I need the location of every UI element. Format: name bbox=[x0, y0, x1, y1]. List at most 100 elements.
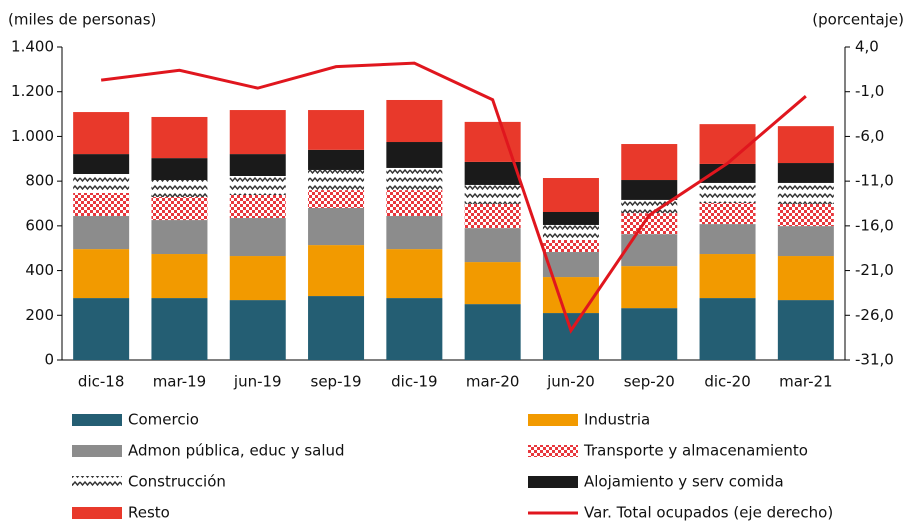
y-tick-label: 1.400 bbox=[11, 38, 54, 56]
bar bbox=[308, 245, 365, 297]
line bbox=[100, 61, 807, 334]
bar bbox=[73, 298, 130, 360]
bar bbox=[699, 298, 756, 360]
bar bbox=[73, 112, 130, 155]
y2-tick-label: -26,0 bbox=[855, 306, 894, 324]
bar bbox=[386, 167, 443, 191]
bar bbox=[308, 207, 365, 246]
bar bbox=[151, 158, 208, 181]
legend-label: Alojamiento y serv comida bbox=[584, 473, 784, 491]
bar bbox=[699, 254, 756, 299]
x-tick-label: sep-20 bbox=[624, 373, 675, 391]
bar bbox=[229, 218, 286, 257]
bar bbox=[386, 142, 443, 168]
bar bbox=[73, 216, 130, 250]
bar bbox=[73, 154, 130, 174]
y-tick-label: 1.000 bbox=[11, 127, 54, 145]
legend-label: Admon pública, educ y salud bbox=[128, 442, 345, 460]
bar bbox=[621, 308, 678, 360]
legend-label: Comercio bbox=[128, 411, 199, 429]
x-tick-label: jun-20 bbox=[546, 373, 595, 391]
y-tick-label: 600 bbox=[25, 216, 54, 234]
bar bbox=[229, 110, 286, 155]
y-tick-label: 200 bbox=[25, 306, 54, 324]
bar bbox=[777, 182, 834, 204]
bar bbox=[73, 173, 130, 193]
bar bbox=[777, 203, 834, 227]
bar bbox=[464, 228, 521, 263]
bar bbox=[699, 203, 756, 225]
legend-label: Var. Total ocupados (eje derecho) bbox=[584, 504, 833, 522]
bar bbox=[229, 256, 286, 301]
bar bbox=[542, 313, 599, 360]
bar bbox=[73, 192, 130, 217]
y2-tick-label: -1,0 bbox=[855, 82, 884, 100]
y2-tick-label: -11,0 bbox=[855, 172, 894, 190]
legend-swatch bbox=[72, 445, 122, 457]
bar bbox=[621, 213, 678, 235]
legend-swatch bbox=[72, 507, 122, 519]
legend-swatch bbox=[528, 476, 578, 488]
bar bbox=[464, 304, 521, 360]
bar bbox=[73, 249, 130, 299]
bar bbox=[229, 195, 286, 219]
y2-tick-label: 4,0 bbox=[855, 38, 879, 56]
bar bbox=[542, 211, 599, 225]
x-tick-label: jun-19 bbox=[233, 373, 282, 391]
x-tick-label: dic-20 bbox=[704, 373, 750, 391]
bar bbox=[621, 199, 678, 214]
legend-label: Construcción bbox=[128, 473, 226, 491]
bar bbox=[464, 262, 521, 305]
bar bbox=[621, 234, 678, 267]
bar bbox=[777, 126, 834, 164]
bar bbox=[386, 216, 443, 250]
bar bbox=[151, 180, 208, 198]
bar bbox=[386, 298, 443, 360]
legend-swatch bbox=[528, 414, 578, 426]
bar bbox=[542, 178, 599, 212]
bar bbox=[386, 99, 443, 143]
y-tick-label: 0 bbox=[44, 351, 54, 369]
x-tick-label: dic-19 bbox=[391, 373, 437, 391]
legend-label: Industria bbox=[584, 411, 650, 429]
bar bbox=[699, 124, 756, 164]
bar bbox=[542, 224, 599, 240]
x-tick-label: dic-18 bbox=[78, 373, 124, 391]
x-tick-label: mar-19 bbox=[153, 373, 207, 391]
y-tick-label: 1.200 bbox=[11, 82, 54, 100]
bar bbox=[464, 184, 521, 204]
y2-tick-label: -6,0 bbox=[855, 127, 884, 145]
x-tick-label: mar-21 bbox=[779, 373, 833, 391]
bar bbox=[621, 144, 678, 181]
bar bbox=[542, 239, 599, 253]
x-tick-label: mar-20 bbox=[466, 373, 520, 391]
y2-tick-label: -31,0 bbox=[855, 351, 894, 369]
bar bbox=[151, 197, 208, 221]
bar bbox=[229, 154, 286, 177]
bar bbox=[308, 169, 365, 191]
bar bbox=[229, 300, 286, 360]
y2-axis-label: (porcentaje) bbox=[812, 11, 904, 29]
bar bbox=[777, 300, 834, 360]
y2-tick-label: -16,0 bbox=[855, 216, 894, 234]
bar bbox=[386, 249, 443, 299]
x-tick-label: sep-19 bbox=[311, 373, 362, 391]
bar bbox=[386, 190, 443, 217]
bar bbox=[777, 256, 834, 301]
legend-swatch bbox=[72, 414, 122, 426]
legend-swatch bbox=[528, 445, 578, 457]
y-axis-label: (miles de personas) bbox=[8, 11, 156, 29]
bar bbox=[151, 220, 208, 255]
bar bbox=[699, 182, 756, 204]
bar bbox=[621, 266, 678, 309]
bar bbox=[464, 161, 521, 185]
bar bbox=[308, 190, 365, 208]
bar bbox=[699, 224, 756, 255]
y2-tick-label: -21,0 bbox=[855, 261, 894, 279]
y-tick-label: 800 bbox=[25, 172, 54, 190]
bar bbox=[777, 226, 834, 257]
y-tick-label: 400 bbox=[25, 261, 54, 279]
bar bbox=[464, 203, 521, 229]
bar bbox=[308, 110, 365, 150]
legend-swatch bbox=[72, 476, 122, 488]
